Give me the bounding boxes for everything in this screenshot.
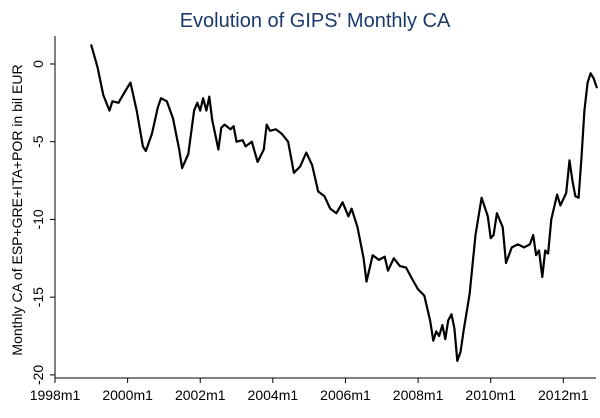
x-tick-label: 2008m1 (393, 387, 444, 403)
x-tick-label: 2004m1 (248, 387, 299, 403)
x-tick-label: 2000m1 (102, 387, 153, 403)
y-tick-label: -15 (30, 287, 46, 307)
series-line (90, 44, 598, 362)
plot-area (90, 44, 598, 362)
axes: 0 -5 -10 -15 -20 1998m1 2000m1 2002m1 2004m1 2006… (30, 36, 596, 403)
y-tick-label: 0 (30, 60, 46, 68)
y-tick-label: -5 (30, 135, 46, 148)
chart-title: Evolution of GIPS' Monthly CA (180, 10, 451, 32)
y-axis-label: Monthly CA of ESP+GRE+ITA+POR in bil EUR (9, 64, 25, 355)
y-tick-label: -20 (30, 365, 46, 385)
x-tick-label: 1998m1 (30, 387, 81, 403)
x-tick-label: 2012m1 (538, 387, 589, 403)
x-tick-label: 2006m1 (320, 387, 371, 403)
y-tick-label: -10 (30, 209, 46, 229)
x-tick-label: 2010m1 (465, 387, 516, 403)
x-tick-label: 2002m1 (175, 387, 226, 403)
